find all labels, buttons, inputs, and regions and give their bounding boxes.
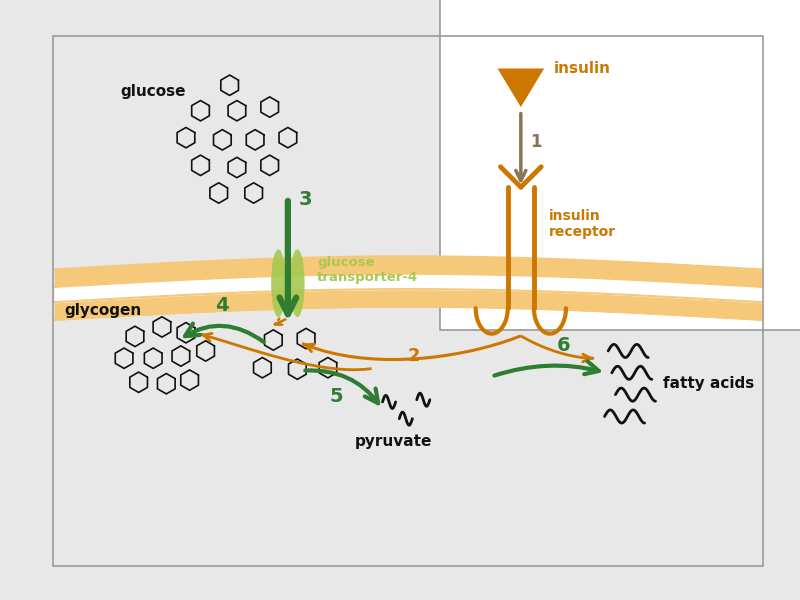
Text: 6: 6 [558,336,571,355]
Ellipse shape [271,250,286,317]
Text: 3: 3 [299,190,312,209]
Text: glucose: glucose [121,84,186,99]
Text: fatty acids: fatty acids [663,376,754,391]
Text: 2: 2 [408,347,421,365]
Polygon shape [498,68,544,107]
Text: 4: 4 [215,296,229,315]
Text: insulin: insulin [554,61,610,76]
Text: 1: 1 [530,133,542,151]
Text: glucose
transporter-4: glucose transporter-4 [317,256,418,284]
Text: glycogen: glycogen [64,302,142,317]
Text: insulin
receptor: insulin receptor [549,209,616,239]
Text: pyruvate: pyruvate [354,434,432,449]
Text: 5: 5 [330,387,343,406]
Ellipse shape [290,250,305,317]
